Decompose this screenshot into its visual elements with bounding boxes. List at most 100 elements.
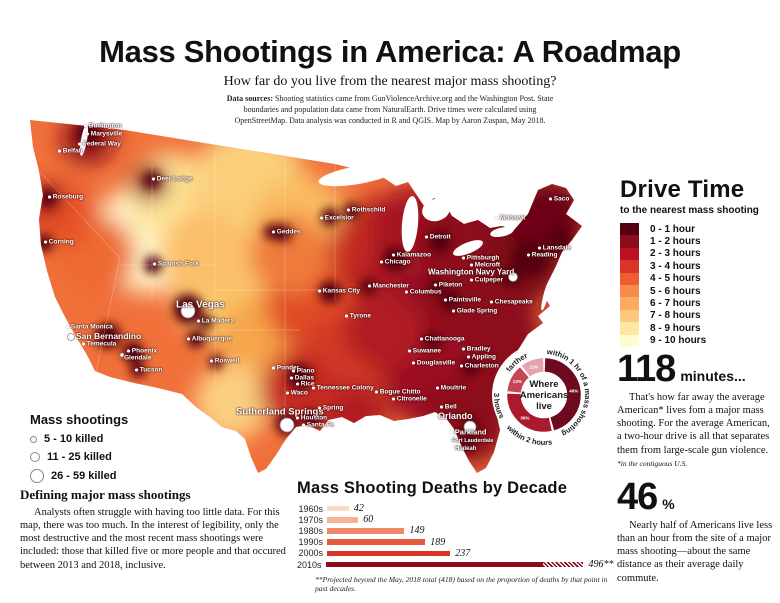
bar-chart-title: Mass Shooting Deaths by Decade <box>297 479 568 497</box>
legend-label: 9 - 10 hours <box>650 335 707 347</box>
legend-label: 3 - 4 hours <box>650 260 701 272</box>
size-legend-circle <box>30 469 44 483</box>
drive-time-legend: Drive Time to the nearest mass shooting … <box>620 176 778 347</box>
legend-label: 6 - 7 hours <box>650 298 701 310</box>
legend-label: 4 - 5 hours <box>650 273 701 285</box>
size-legend-row: 11 - 25 killed <box>30 451 170 463</box>
mass-shootings-size-legend: Mass shootings 5 - 10 killed 11 - 25 kill… <box>30 412 170 483</box>
donut-center-line3: live <box>536 401 552 413</box>
shooting-marker <box>463 420 477 434</box>
bar-row: 1970s 60 <box>297 514 612 525</box>
size-legend-label: 11 - 25 killed <box>47 451 112 463</box>
shooting-marker <box>508 272 518 282</box>
size-legend-label: 26 - 59 killed <box>51 470 117 482</box>
bar-solid <box>327 517 359 523</box>
shooting-markers <box>67 272 518 434</box>
bar-value-label: 60 <box>363 514 374 526</box>
legend-swatch <box>620 260 639 273</box>
defining-title: Defining major mass shootings <box>20 487 191 502</box>
bar-track <box>327 517 359 523</box>
bar-track <box>327 550 451 557</box>
great-lakes <box>79 124 551 311</box>
bar-category-label: 2010s <box>297 559 322 570</box>
bar-track <box>327 528 405 534</box>
donut-center-line1: Where <box>529 379 559 390</box>
donut-slice-pct: 30% <box>520 416 529 421</box>
defining-note: Defining major mass shootings Analysts o… <box>20 487 292 572</box>
state-borders <box>39 150 336 430</box>
size-legend-circle <box>30 452 40 462</box>
deaths-by-decade-chart: Mass Shooting Deaths by Decade 1960s 42 19… <box>297 479 613 594</box>
drive-time-legend-row: 2 - 3 hours <box>620 247 778 261</box>
bar-value-label: 189 <box>430 536 446 548</box>
drive-time-legend-row: 4 - 5 hours <box>620 272 778 285</box>
legend-swatch <box>620 235 639 248</box>
bar-row: 1960s 42 <box>297 503 612 514</box>
legend-label: 2 - 3 hours <box>650 248 701 260</box>
drive-time-legend-row: 9 - 10 hours <box>620 334 778 347</box>
bar-solid <box>327 550 451 557</box>
bar-track <box>327 505 349 512</box>
legend-swatch <box>620 272 639 285</box>
stat-118-minutes: 118 minutes... That's how far away the a… <box>617 350 777 468</box>
drive-time-legend-row: 0 - 1 hour <box>620 223 778 236</box>
data-sources-note: Data sources: Shooting statistics came f… <box>225 94 555 126</box>
drive-time-legend-row: 8 - 9 hours <box>620 322 778 335</box>
bar-category-label: 2000s <box>298 548 323 559</box>
legend-swatch <box>620 247 639 261</box>
bar-row: 1980s 149 <box>297 525 612 536</box>
shooting-marker <box>279 417 295 433</box>
bar-solid <box>327 539 426 545</box>
defining-body: Analysts often struggle with having too … <box>20 507 286 571</box>
bar-chart-footnote: **Projected beyond the May, 2018 total (… <box>315 575 608 594</box>
legend-label: 8 - 9 hours <box>650 322 701 334</box>
donut-slice-pct: 13% <box>513 379 522 384</box>
drive-time-subtitle: to the nearest mass shooting <box>620 205 759 216</box>
size-legend-items: 5 - 10 killed 11 - 25 killed 26 - 59 kille… <box>30 433 170 483</box>
legend-label: 7 - 8 hours <box>650 310 701 322</box>
stat-118-footnote: *in the contiguous U.S. <box>617 458 688 468</box>
size-legend-row: 26 - 59 killed <box>30 469 170 483</box>
legend-label: 1 - 2 hours <box>650 236 701 248</box>
legend-swatch <box>620 284 639 298</box>
bar-value-label: 149 <box>409 525 425 537</box>
shooting-marker <box>119 352 125 358</box>
bar-row: 2010s 496** <box>297 559 613 570</box>
stat-46-unit: % <box>662 496 675 512</box>
drive-time-title: Drive Time <box>620 176 745 203</box>
bar-row: 1990s 189 <box>297 537 612 548</box>
size-legend-title: Mass shootings <box>30 412 129 427</box>
donut-slice-pct: 46% <box>569 389 578 394</box>
bar-track <box>325 561 584 568</box>
legend-swatch <box>620 309 639 323</box>
size-legend-label: 5 - 10 killed <box>44 433 104 445</box>
donut-chart: 46%30%13%11%within 1 hr of a mass shooti… <box>492 343 596 447</box>
stat-46-number: 46 <box>617 476 658 518</box>
donut-center-label: Where Americans live <box>514 379 574 413</box>
shooting-marker <box>180 303 196 319</box>
bar-projected-hatch <box>542 561 584 568</box>
size-legend-row: 5 - 10 killed <box>30 433 170 445</box>
bar-category-label: 1990s <box>298 537 323 548</box>
drive-time-legend-row: 7 - 8 hours <box>620 309 778 323</box>
bar-chart-rows: 1960s 42 1970s 60 1980s 149 1990s 189 2000s 237 20… <box>297 503 613 570</box>
legend-swatch <box>620 334 639 347</box>
stat-46-body: Nearly half of Americans live less than … <box>617 520 773 584</box>
donut-slice <box>507 358 581 432</box>
bar-solid <box>325 561 543 568</box>
stat-118-number: 118 <box>617 348 676 390</box>
drive-time-legend-row: 1 - 2 hours <box>620 235 778 248</box>
data-sources-text: Shooting statistics came from GunViolenc… <box>234 94 554 125</box>
legend-label: 0 - 1 hour <box>650 223 696 235</box>
donut-center-line2: Americans <box>519 390 569 402</box>
bar-category-label: 1960s <box>298 503 323 514</box>
shooting-marker <box>67 333 75 341</box>
drive-time-legend-row: 6 - 7 hours <box>620 297 778 310</box>
bar-category-label: 1980s <box>298 525 323 536</box>
drive-time-items: 0 - 1 hour 1 - 2 hours 2 - 3 hours 3 - 4 ho… <box>620 223 778 347</box>
bar-row: 2000s 237 <box>297 548 612 559</box>
legend-swatch <box>620 223 639 236</box>
stat-46-percent: 46 % Nearly half of Americans live less … <box>617 478 777 585</box>
